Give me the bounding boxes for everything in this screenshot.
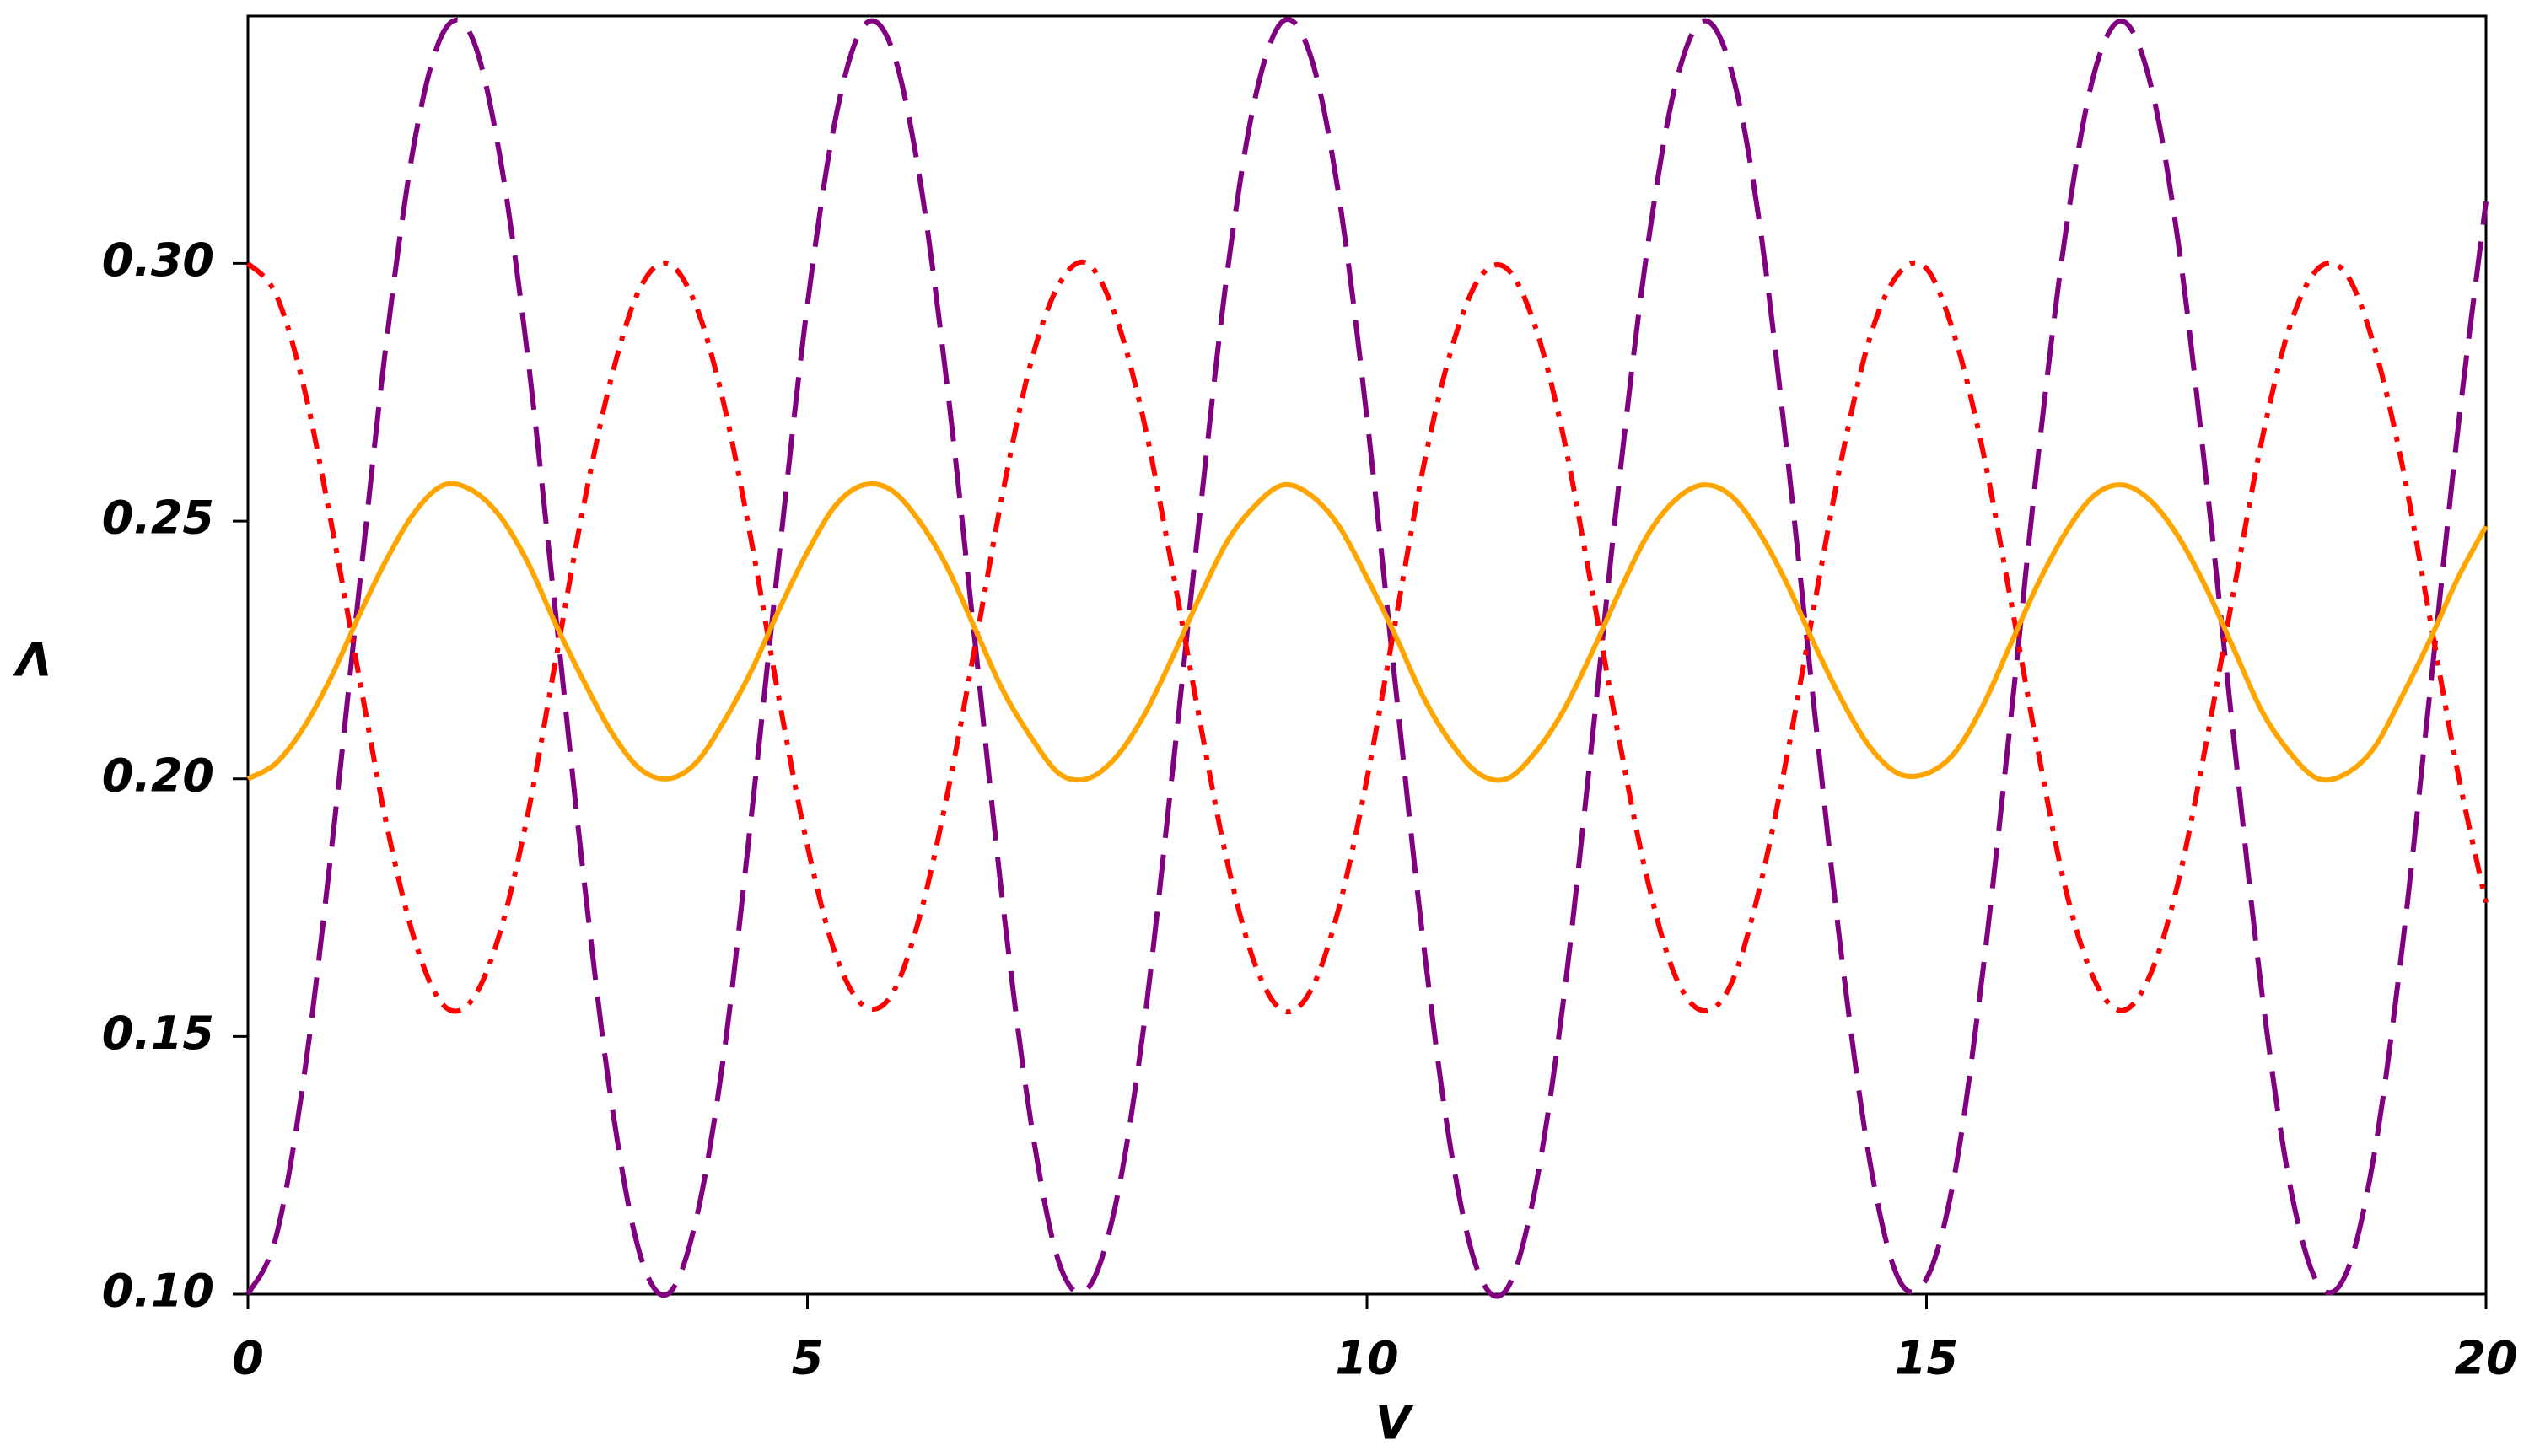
y-tick-label: 0.10 [102, 1265, 214, 1318]
x-tick-label: 15 [1895, 1332, 1958, 1385]
y-tick-label: 0.15 [102, 1007, 214, 1060]
y-tick-label: 0.25 [102, 492, 214, 545]
x-axis-label: V [1375, 1397, 1414, 1450]
x-tick-label: 0 [232, 1332, 264, 1385]
y-tick-label: 0.30 [102, 234, 214, 287]
x-tick-label: 5 [792, 1332, 824, 1385]
x-tick-label: 10 [1335, 1332, 1398, 1385]
y-tick-label: 0.20 [102, 749, 214, 802]
x-tick-label: 20 [2454, 1332, 2517, 1385]
series-line [245, 17, 2489, 1299]
series-line [246, 481, 2489, 783]
plot-frame [246, 14, 2488, 1296]
series-line [245, 259, 2489, 1015]
y-axis-label: Λ [13, 634, 51, 687]
